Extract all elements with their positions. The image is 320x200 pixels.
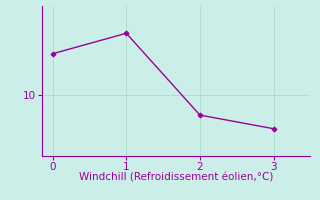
- X-axis label: Windchill (Refroidissement éolien,°C): Windchill (Refroidissement éolien,°C): [79, 173, 273, 183]
